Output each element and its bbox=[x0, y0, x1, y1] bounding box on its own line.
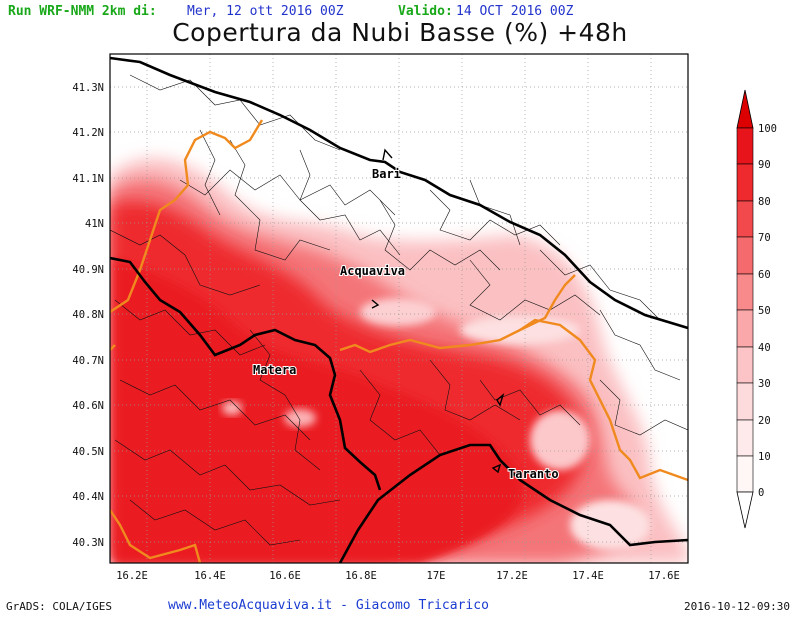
valid-label: Valido: bbox=[398, 4, 453, 19]
lat-tick: 41.3N bbox=[72, 82, 104, 94]
city-taranto: Taranto bbox=[508, 467, 559, 481]
lat-tick: 40.4N bbox=[72, 491, 104, 503]
coastline bbox=[110, 56, 688, 563]
colorbar-swatch bbox=[736, 455, 754, 493]
lat-tick: 41.1N bbox=[72, 173, 104, 185]
colorbar-label: 80 bbox=[758, 196, 771, 208]
colorbar-swatch bbox=[736, 419, 754, 457]
colorbar-label: 10 bbox=[758, 451, 771, 463]
lon-tick: 17.6E bbox=[648, 570, 680, 582]
lat-axis: 41.3N 41.2N 41.1N 41N 40.9N 40.8N 40.7N … bbox=[72, 82, 104, 549]
lon-tick: 17.4E bbox=[572, 570, 604, 582]
map-grid bbox=[110, 54, 688, 563]
colorbar-swatch bbox=[736, 382, 754, 421]
colorbar-label: 30 bbox=[758, 378, 771, 390]
colorbar-label: 50 bbox=[758, 305, 771, 317]
region-borders bbox=[110, 119, 688, 563]
city-acquaviva: Acquaviva bbox=[340, 264, 405, 278]
footer-website: www.MeteoAcquaviva.it - Giacomo Tricaric… bbox=[168, 598, 489, 613]
colorbar-swatch bbox=[736, 309, 754, 348]
colorbar-label: 60 bbox=[758, 269, 771, 281]
cloud-cover-field bbox=[110, 158, 688, 563]
lat-tick: 41N bbox=[85, 218, 104, 230]
lon-tick: 16.6E bbox=[269, 570, 301, 582]
colorbar-swatch bbox=[736, 346, 754, 384]
lat-tick: 40.9N bbox=[72, 264, 104, 276]
colorbar-swatch bbox=[736, 273, 754, 311]
colorbar-bottom-arrow bbox=[736, 491, 754, 529]
map-area bbox=[110, 54, 688, 563]
footer-timestamp: 2016-10-12-09:30 bbox=[684, 600, 790, 613]
city-bari: Bari bbox=[372, 167, 401, 181]
lat-tick: 41.2N bbox=[72, 127, 104, 139]
colorbar-swatch bbox=[736, 200, 754, 238]
lat-tick: 40.6N bbox=[72, 400, 104, 412]
lat-tick: 40.5N bbox=[72, 446, 104, 458]
coast-details bbox=[371, 148, 505, 474]
lat-tick: 40.8N bbox=[72, 309, 104, 321]
lat-tick: 40.7N bbox=[72, 355, 104, 367]
city-labels: Bari Acquaviva Matera Taranto bbox=[252, 166, 560, 482]
lon-tick: 17E bbox=[427, 570, 446, 582]
run-label: Run WRF-NMM 2km di: bbox=[8, 4, 157, 19]
lon-axis: 16.2E 16.4E 16.6E 16.8E 17E 17.2E 17.4E … bbox=[116, 570, 680, 582]
valid-date: 14 OCT 2016 00Z bbox=[456, 4, 574, 19]
colorbar-label: 40 bbox=[758, 342, 771, 354]
lon-tick: 16.2E bbox=[116, 570, 148, 582]
municipal-boundaries bbox=[110, 74, 688, 546]
chart-title: Copertura da Nubi Basse (%) +48h bbox=[172, 18, 628, 47]
colorbar-swatch bbox=[736, 127, 754, 165]
colorbar-swatch bbox=[736, 163, 754, 202]
city-matera: Matera bbox=[253, 363, 296, 377]
lon-tick: 16.8E bbox=[345, 570, 377, 582]
map-frame bbox=[109, 53, 689, 564]
colorbar-label: 90 bbox=[758, 159, 771, 171]
run-date: Mer, 12 ott 2016 00Z bbox=[187, 4, 344, 19]
colorbar-label: 0 bbox=[758, 487, 764, 499]
colorbar-top-arrow bbox=[736, 89, 754, 129]
colorbar: 100 90 80 70 60 50 40 30 20 10 0 bbox=[736, 89, 777, 529]
footer-credit: GrADS: COLA/IGES bbox=[6, 600, 112, 613]
lat-tick: 40.3N bbox=[72, 537, 104, 549]
colorbar-label: 20 bbox=[758, 415, 771, 427]
lon-tick: 17.2E bbox=[496, 570, 528, 582]
colorbar-label: 70 bbox=[758, 232, 771, 244]
colorbar-label: 100 bbox=[758, 123, 777, 135]
lon-tick: 16.4E bbox=[194, 570, 226, 582]
colorbar-swatch bbox=[736, 236, 754, 275]
